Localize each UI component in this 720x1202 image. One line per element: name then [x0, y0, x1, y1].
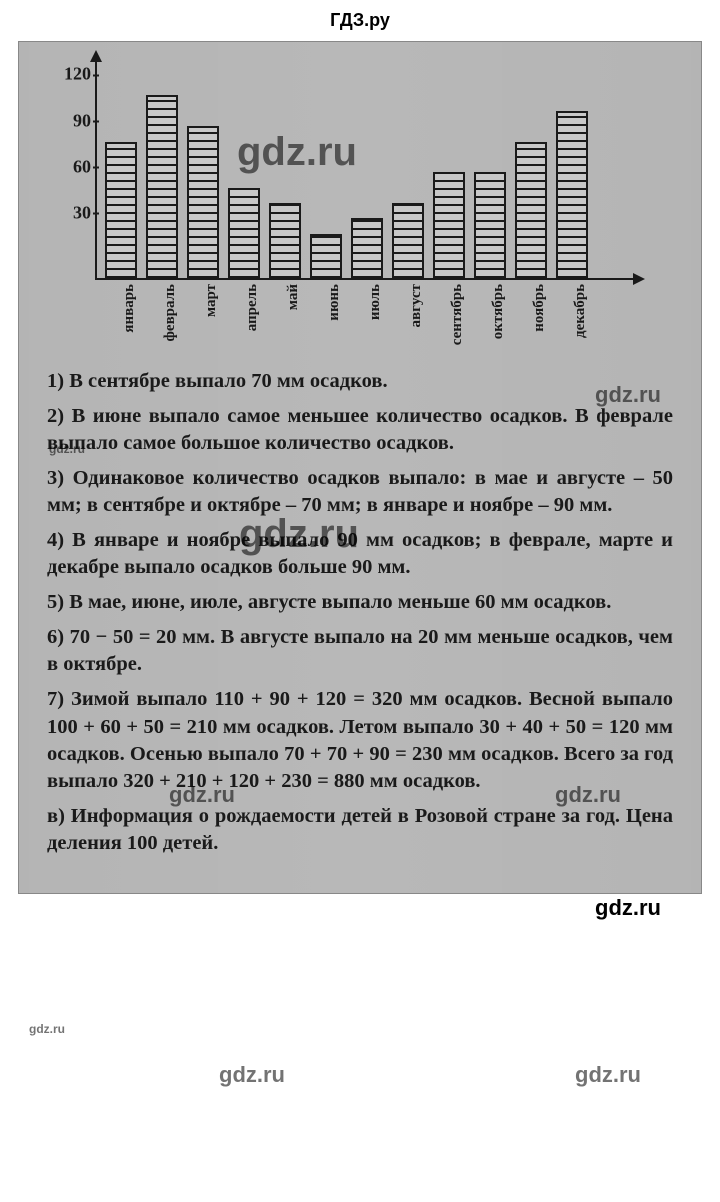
answer-8: в) Информация о рождаемости детей в Розо… — [47, 803, 673, 857]
watermark: gdz.ru — [29, 1022, 65, 1036]
watermark: gdz.ru — [595, 895, 661, 921]
bar — [187, 126, 219, 280]
bar — [474, 172, 506, 280]
bar — [433, 172, 465, 280]
x-labels: январь февраль март апрель майиюнь июль август… — [105, 280, 615, 350]
x-label: сентябрь — [433, 280, 465, 350]
answer-6: 6) 70 − 50 = 20 мм. В августе выпало на … — [47, 624, 673, 678]
watermark: gdz.ru — [219, 1062, 285, 1088]
watermark: gdz.ru — [575, 1062, 641, 1088]
bar — [351, 218, 383, 280]
x-label: октябрь — [474, 280, 506, 350]
scan-area: 30 60 90 120 январь февраль март апрель майиюнь… — [18, 41, 702, 894]
bar — [515, 142, 547, 280]
page-header: ГДЗ.ру — [0, 0, 720, 41]
answers-block: 1) В сентябре выпало 70 мм осадков. 2) В… — [47, 368, 673, 857]
x-label: ноябрь — [515, 280, 547, 350]
answer-2: 2) В июне выпало самое меньшее количеств… — [47, 403, 673, 457]
y-tick: 30 — [51, 202, 91, 223]
answer-1: 1) В сентябре выпало 70 мм осадков. — [47, 368, 673, 395]
x-label: апрель — [228, 280, 260, 350]
bar — [556, 111, 588, 280]
y-tick: 90 — [51, 110, 91, 131]
answer-3: 3) Одинаковое количество осадков выпало:… — [47, 465, 673, 519]
bars-container — [105, 80, 615, 280]
answer-5: 5) В мае, июне, июле, августе выпало мен… — [47, 589, 673, 616]
y-tick: 60 — [51, 156, 91, 177]
answer-4: 4) В январе и ноябре выпало 90 мм осадко… — [47, 527, 673, 581]
bar — [146, 95, 178, 280]
bar — [228, 188, 260, 280]
x-label: декабрь — [556, 280, 588, 350]
bar — [269, 203, 301, 280]
bar — [105, 142, 137, 280]
y-tick: 120 — [51, 64, 91, 85]
bar — [310, 234, 342, 280]
answer-7: 7) Зимой выпало 110 + 90 + 120 = 320 мм … — [47, 686, 673, 794]
x-label: март — [187, 280, 219, 350]
x-label: август — [392, 280, 424, 350]
x-label: май — [269, 280, 301, 350]
x-label: февраль — [146, 280, 178, 350]
bar-chart: 30 60 90 120 январь февраль март апрель майиюнь… — [47, 60, 673, 350]
bar — [392, 203, 424, 280]
x-label: январь — [105, 280, 137, 350]
x-label: июнь — [310, 280, 342, 350]
x-label: июль — [351, 280, 383, 350]
y-axis — [95, 60, 97, 280]
